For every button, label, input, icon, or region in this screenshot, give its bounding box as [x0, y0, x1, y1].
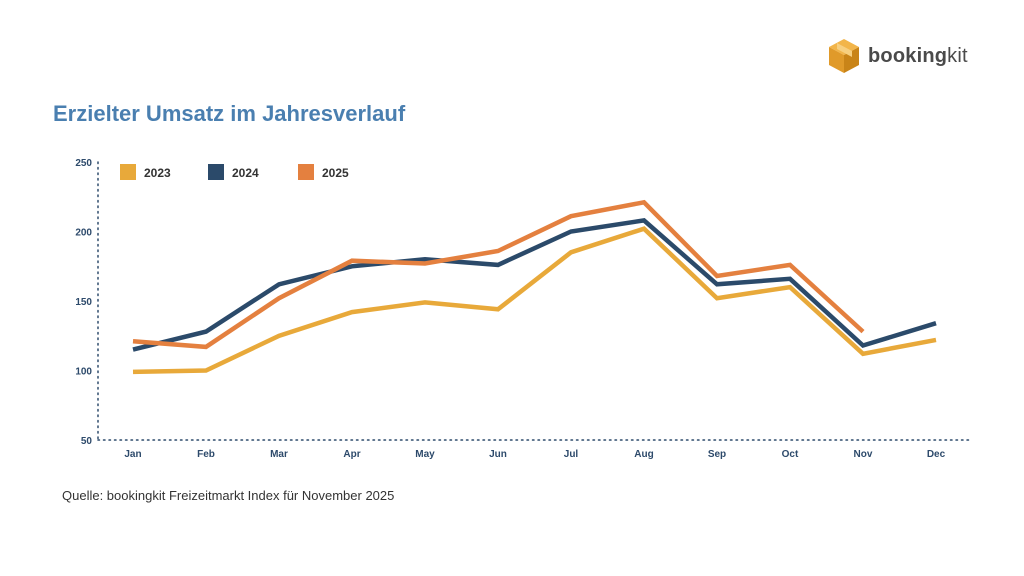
brand-name: bookingkit — [868, 45, 968, 68]
chart-title: Erzielter Umsatz im Jahresverlauf — [53, 101, 406, 126]
x-tick-label: Jul — [564, 449, 579, 460]
y-tick-label: 200 — [75, 228, 92, 239]
x-tick-label: Feb — [197, 449, 215, 460]
x-tick-label: Mar — [270, 449, 288, 460]
x-tick-label: Aug — [634, 449, 653, 460]
y-tick-label: 150 — [75, 297, 92, 308]
x-tick-label: Apr — [343, 449, 360, 460]
x-tick-label: Nov — [854, 449, 873, 460]
cube-logo-icon — [829, 39, 859, 73]
y-tick-label: 100 — [75, 367, 92, 378]
x-tick-label: May — [415, 449, 435, 460]
legend-swatch-2024 — [208, 164, 224, 180]
brand-name-bold: booking — [868, 44, 948, 67]
x-tick-label: Jan — [124, 449, 141, 460]
series-line-2023 — [132, 226, 937, 375]
x-tick-label: Dec — [927, 449, 946, 460]
series-line-2025 — [132, 199, 865, 350]
y-tick-label: 250 — [75, 158, 92, 169]
legend-swatch-2025 — [298, 164, 314, 180]
source-note: Quelle: bookingkit Freizeitmarkt Index f… — [62, 488, 395, 503]
brand-logo: bookingkit — [828, 38, 968, 74]
legend-label-2023: 2023 — [144, 166, 171, 180]
x-tick-label: Sep — [708, 449, 726, 460]
x-tick-label: Jun — [489, 449, 507, 460]
legend-label-2024: 2024 — [232, 166, 259, 180]
series-line-2024 — [132, 218, 937, 352]
brand-name-light: kit — [947, 44, 968, 67]
y-tick-label: 50 — [81, 436, 93, 447]
legend-label-2025: 2025 — [322, 166, 349, 180]
x-tick-label: Oct — [782, 449, 799, 460]
legend-swatch-2023 — [120, 164, 136, 180]
